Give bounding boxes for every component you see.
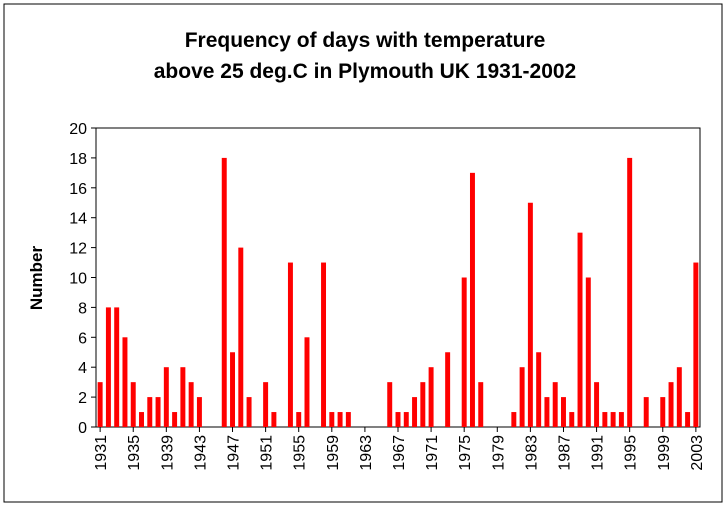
y-tick-label: 18	[69, 151, 87, 168]
bar	[304, 337, 310, 427]
bar	[585, 277, 591, 427]
bar	[618, 412, 624, 427]
y-axis-label: Number	[27, 246, 46, 311]
x-tick-label: 1947	[226, 435, 243, 471]
bar	[97, 382, 103, 427]
y-tick-label: 12	[69, 241, 87, 258]
x-tick-label: 1939	[159, 435, 176, 471]
bar	[147, 397, 153, 427]
x-tick-label: 1999	[656, 435, 673, 471]
bar	[122, 337, 128, 427]
bar	[196, 397, 202, 427]
bar	[536, 352, 542, 427]
x-tick-label: 2003	[689, 435, 706, 471]
bar	[105, 307, 111, 427]
bar	[329, 412, 335, 427]
bar	[552, 382, 558, 427]
bar	[263, 382, 269, 427]
bar	[180, 367, 186, 427]
x-tick-label: 1959	[325, 435, 342, 471]
chart-title: above 25 deg.C in Plymouth UK 1931-2002	[154, 60, 576, 83]
x-tick-label: 1991	[590, 435, 607, 471]
bar	[287, 262, 293, 427]
bar	[130, 382, 136, 427]
y-tick-label: 0	[78, 420, 87, 437]
x-tick-label: 1987	[556, 435, 573, 471]
x-tick-label: 1931	[93, 435, 110, 471]
bar	[296, 412, 302, 427]
bar	[594, 382, 600, 427]
bar	[660, 397, 666, 427]
y-tick-label: 6	[78, 330, 87, 347]
x-tick-label: 1975	[457, 435, 474, 471]
bar	[412, 397, 418, 427]
bar	[403, 412, 409, 427]
x-tick-label: 1971	[424, 435, 441, 471]
bar	[172, 412, 178, 427]
bar	[610, 412, 616, 427]
bar	[163, 367, 169, 427]
bar	[321, 262, 327, 427]
x-tick-label: 1951	[259, 435, 276, 471]
bar	[544, 397, 550, 427]
y-tick-label: 8	[78, 300, 87, 317]
y-tick-label: 14	[69, 211, 87, 228]
y-tick-label: 10	[69, 271, 87, 288]
bar	[271, 412, 277, 427]
bar	[445, 352, 451, 427]
bar	[155, 397, 161, 427]
bar	[693, 262, 699, 427]
bar	[569, 412, 575, 427]
x-tick-label: 1967	[391, 435, 408, 471]
y-tick-label: 4	[78, 360, 87, 377]
bar	[602, 412, 608, 427]
bar	[560, 397, 566, 427]
bar	[478, 382, 484, 427]
bar	[519, 367, 525, 427]
bar	[188, 382, 194, 427]
y-tick-label: 16	[69, 181, 87, 198]
bar	[461, 277, 467, 427]
y-tick-label: 20	[69, 121, 87, 138]
bar	[337, 412, 343, 427]
bar	[676, 367, 682, 427]
bar	[685, 412, 691, 427]
bar	[668, 382, 674, 427]
bar	[345, 412, 351, 427]
bar	[627, 157, 633, 427]
x-tick-label: 1963	[358, 435, 375, 471]
bar	[511, 412, 517, 427]
bar	[221, 157, 227, 427]
bar	[420, 382, 426, 427]
x-tick-label: 1983	[523, 435, 540, 471]
bar	[395, 412, 401, 427]
bar	[387, 382, 393, 427]
y-tick-label: 2	[78, 390, 87, 407]
x-tick-label: 1935	[126, 435, 143, 471]
bar	[238, 247, 244, 427]
bar	[577, 232, 583, 427]
bar	[139, 412, 144, 427]
bar	[428, 367, 434, 427]
x-tick-label: 1955	[292, 435, 309, 471]
bar	[230, 352, 236, 427]
x-tick-label: 1979	[490, 435, 507, 471]
x-tick-label: 1943	[192, 435, 209, 471]
bar	[643, 397, 649, 427]
bar	[527, 202, 533, 427]
x-tick-label: 1995	[623, 435, 640, 471]
bar	[469, 172, 475, 427]
bar	[246, 397, 252, 427]
bar	[114, 307, 120, 427]
chart-title: Frequency of days with temperature	[185, 29, 546, 52]
